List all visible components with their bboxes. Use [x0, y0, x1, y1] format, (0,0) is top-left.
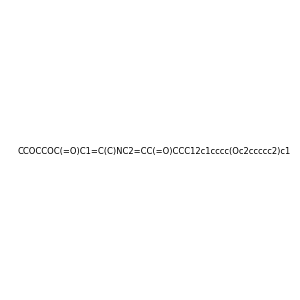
Text: CCOCCOC(=O)C1=C(C)NC2=CC(=O)CCC12c1cccc(Oc2ccccc2)c1: CCOCCOC(=O)C1=C(C)NC2=CC(=O)CCC12c1cccc(…	[17, 147, 290, 156]
